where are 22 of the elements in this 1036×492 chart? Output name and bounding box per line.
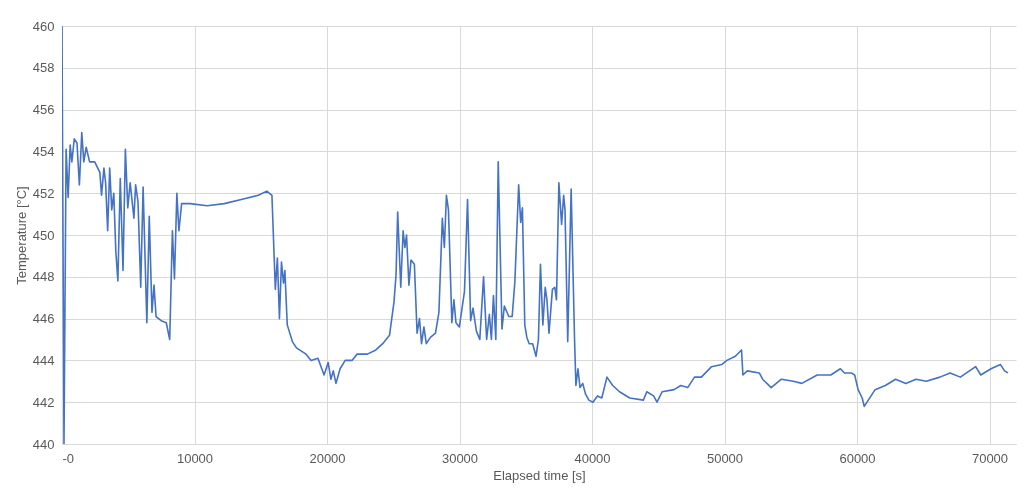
y-tick-label: 454 bbox=[32, 143, 55, 159]
x-tick-label: 30000 bbox=[441, 450, 479, 466]
x-tick-label: 40000 bbox=[574, 450, 611, 466]
x-tick-label: 60000 bbox=[839, 450, 876, 466]
y-tick-label: 444 bbox=[32, 352, 55, 368]
y-tick-label: 450 bbox=[32, 227, 55, 243]
y-tick-label: 442 bbox=[32, 394, 55, 410]
x-tick-label: 70000 bbox=[971, 450, 1009, 466]
y-tick-label: 440 bbox=[32, 436, 55, 452]
x-tick-label: 10000 bbox=[176, 450, 214, 466]
x-tick-label: -0 bbox=[62, 450, 75, 466]
x-tick-label: 50000 bbox=[706, 450, 744, 466]
line-series bbox=[62, 26, 1009, 444]
x-axis-title: Elapsed time [s] bbox=[493, 467, 586, 483]
y-tick-label: 446 bbox=[32, 311, 55, 327]
y-axis-title: Temperature [°C] bbox=[13, 186, 29, 285]
y-tick-label: 460 bbox=[32, 18, 55, 34]
x-tick-label: 20000 bbox=[309, 450, 346, 466]
y-tick-label: 448 bbox=[32, 269, 55, 285]
y-tick-label: 456 bbox=[32, 102, 55, 118]
y-tick-label: 458 bbox=[32, 60, 55, 76]
y-tick-label: 452 bbox=[32, 185, 55, 201]
